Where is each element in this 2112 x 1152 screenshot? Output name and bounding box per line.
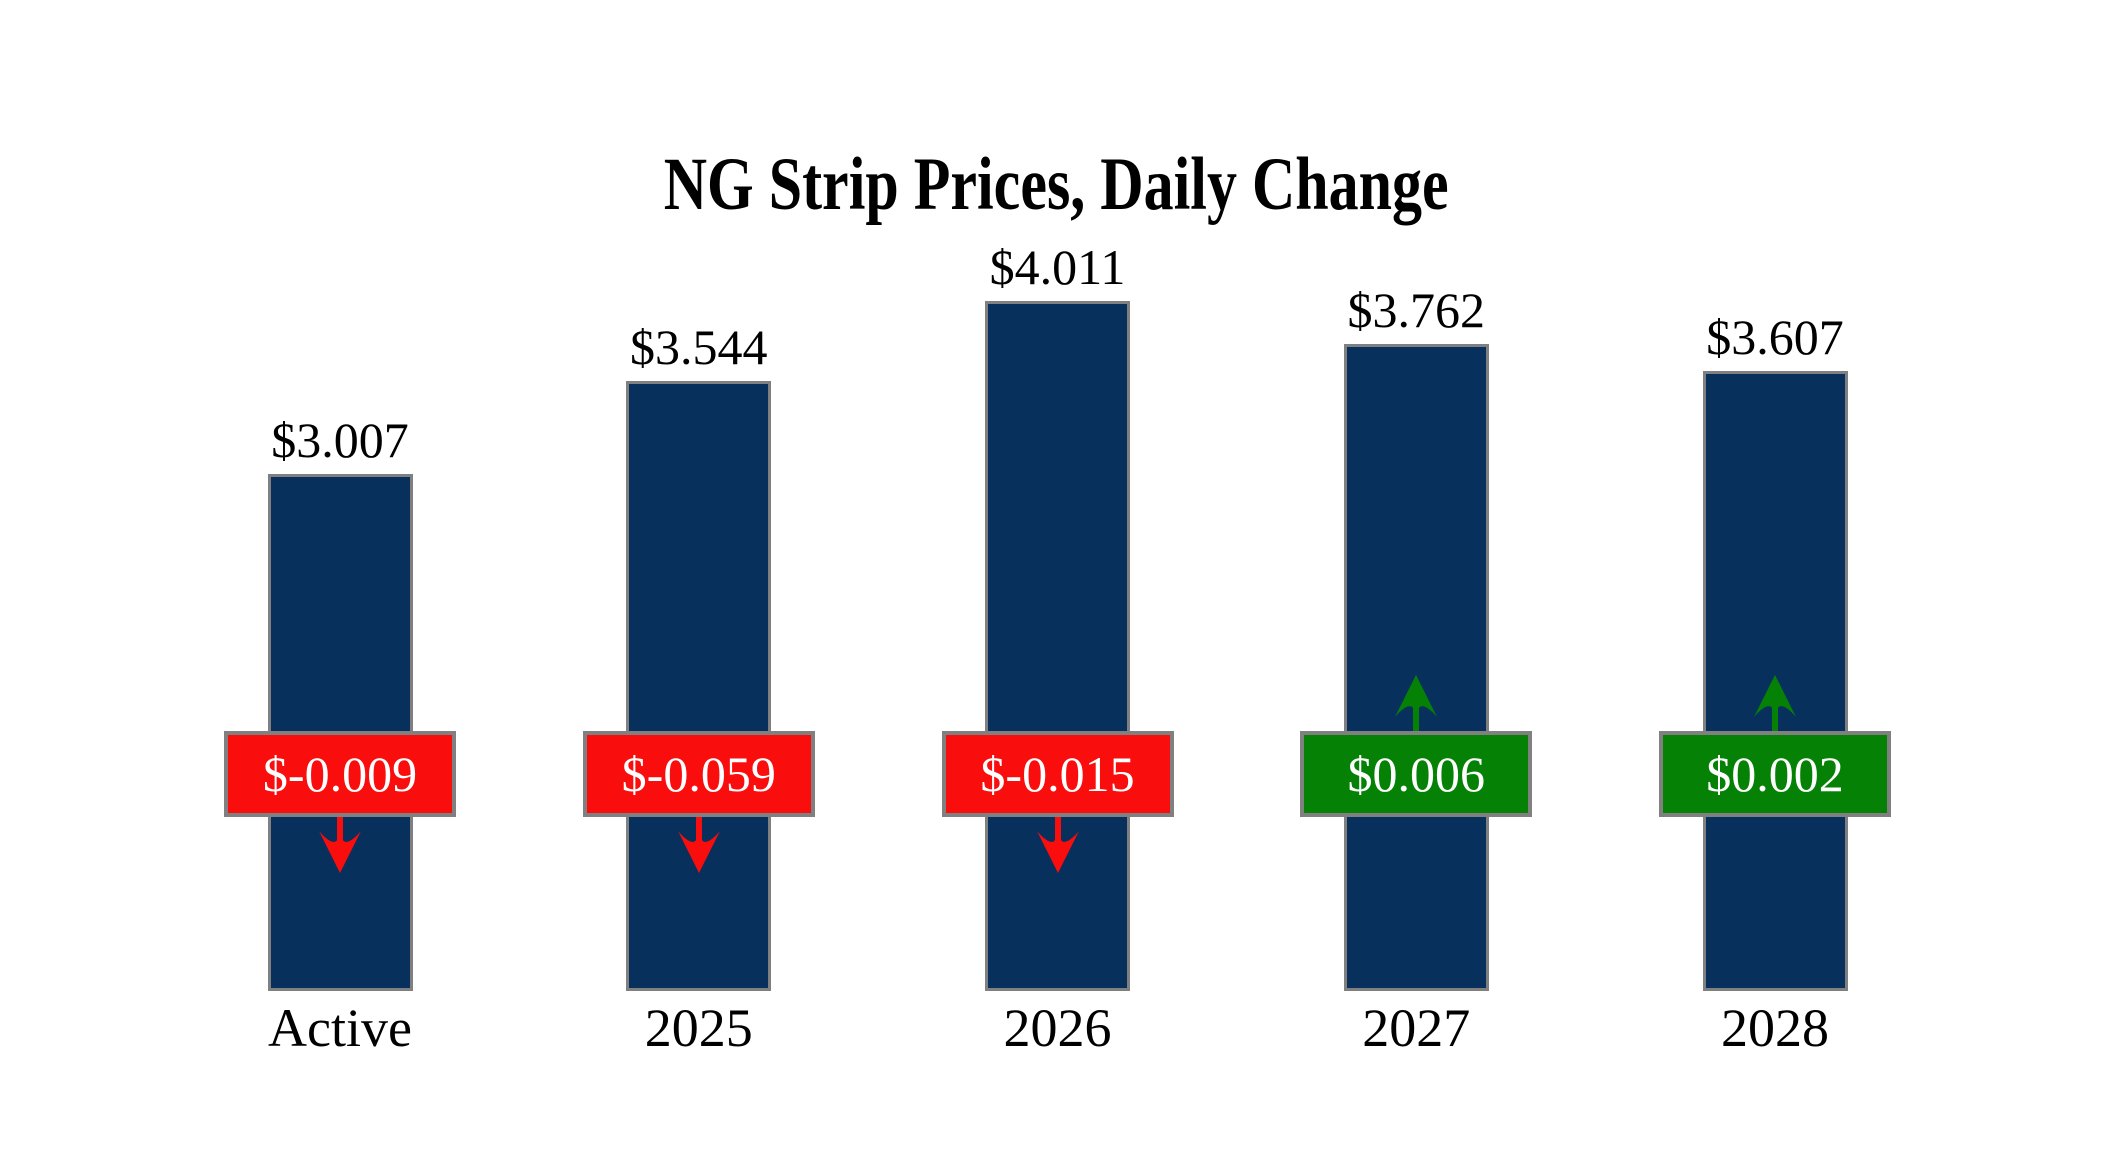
up-arrow-icon: [1395, 675, 1438, 731]
category-axis-label: 2027: [1362, 998, 1471, 1058]
change-badge-label: $0.002: [1706, 746, 1844, 802]
bar-value-label: $4.011: [989, 239, 1126, 295]
bar: [985, 301, 1130, 991]
change-badge-label: $0.006: [1347, 746, 1486, 802]
down-arrow-icon: [677, 817, 720, 873]
change-badge-label: $-0.059: [621, 746, 776, 802]
bar-value-label: $3.007: [271, 412, 409, 468]
change-badge: $-0.015: [941, 731, 1174, 817]
bar-value-label: $3.762: [1347, 282, 1486, 338]
category-axis-label: 2025: [644, 998, 753, 1058]
change-badge: $0.002: [1659, 731, 1891, 817]
bar: [1343, 344, 1489, 991]
change-badge: $-0.059: [582, 731, 815, 817]
category-axis-label: 2028: [1721, 998, 1829, 1058]
bar-value-label: $3.607: [1706, 309, 1844, 365]
down-arrow-icon: [1036, 817, 1079, 873]
bar: [626, 381, 772, 991]
change-badge: $-0.009: [224, 731, 456, 817]
up-arrow-icon: [1754, 675, 1796, 731]
down-arrow-icon: [319, 817, 361, 873]
category-axis-label: 2026: [1003, 998, 1112, 1058]
change-badge: $0.006: [1300, 731, 1533, 817]
change-badge-label: $-0.015: [980, 746, 1135, 802]
chart-title: NG Strip Prices, Daily Change: [663, 143, 1449, 226]
change-badge-label: $-0.009: [262, 746, 418, 802]
category-axis-label: Active: [268, 998, 412, 1058]
bar-value-label: $3.544: [630, 319, 768, 375]
